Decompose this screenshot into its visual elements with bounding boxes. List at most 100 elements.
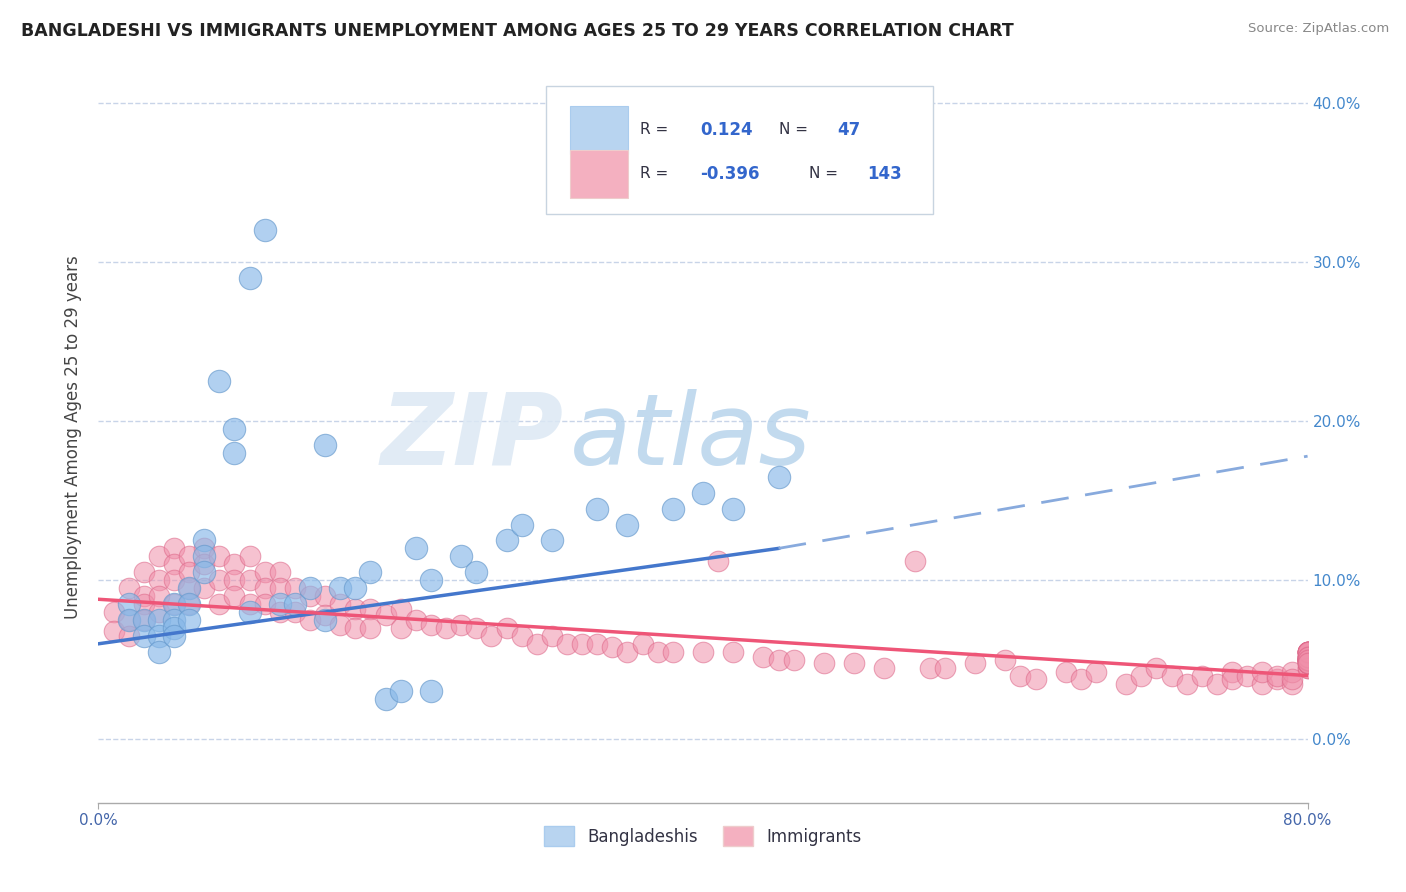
Point	[193, 581, 215, 595]
Point	[1296, 645, 1319, 659]
Point	[1296, 649, 1319, 664]
Point	[616, 645, 638, 659]
Point	[1236, 668, 1258, 682]
Point	[1251, 676, 1274, 690]
Point	[360, 602, 382, 616]
Point	[224, 573, 246, 587]
Point	[844, 656, 866, 670]
Point	[284, 581, 307, 595]
Point	[1296, 649, 1319, 664]
Point	[253, 581, 276, 595]
Point	[193, 566, 215, 580]
Point	[148, 549, 170, 564]
Point	[269, 605, 291, 619]
Point	[239, 573, 262, 587]
Point	[1296, 653, 1319, 667]
Point	[1296, 649, 1319, 664]
Point	[1070, 672, 1092, 686]
Point	[374, 692, 396, 706]
Point	[314, 613, 336, 627]
Point	[224, 558, 246, 572]
Point	[405, 541, 427, 556]
Point	[314, 438, 336, 452]
Point	[813, 656, 835, 670]
Text: ZIP: ZIP	[381, 389, 564, 485]
Text: atlas: atlas	[569, 389, 811, 485]
Point	[1054, 665, 1077, 680]
Point	[1296, 653, 1319, 667]
Point	[1296, 649, 1319, 664]
Point	[1296, 656, 1319, 670]
Point	[1296, 653, 1319, 667]
Point	[132, 613, 155, 627]
Point	[360, 566, 382, 580]
Point	[1296, 649, 1319, 664]
FancyBboxPatch shape	[569, 106, 628, 153]
Point	[450, 549, 472, 564]
Point	[179, 581, 201, 595]
Point	[707, 554, 730, 568]
Point	[329, 597, 352, 611]
Point	[148, 605, 170, 619]
Point	[239, 549, 262, 564]
Point	[179, 613, 201, 627]
Point	[526, 637, 548, 651]
Point	[374, 608, 396, 623]
Point	[163, 629, 186, 643]
Point	[193, 533, 215, 548]
Point	[179, 549, 201, 564]
Point	[661, 645, 683, 659]
Point	[1296, 656, 1319, 670]
Point	[586, 637, 609, 651]
Point	[118, 613, 141, 627]
Point	[661, 501, 683, 516]
Point	[253, 223, 276, 237]
Point	[148, 629, 170, 643]
Point	[1085, 665, 1108, 680]
Point	[269, 581, 291, 595]
Point	[148, 613, 170, 627]
Point	[1296, 653, 1319, 667]
Point	[1251, 665, 1274, 680]
Point	[1296, 656, 1319, 670]
Point	[208, 549, 231, 564]
Point	[224, 422, 246, 436]
Point	[239, 605, 262, 619]
Point	[723, 501, 745, 516]
Point	[1296, 645, 1319, 659]
Text: -0.396: -0.396	[700, 165, 761, 183]
Point	[934, 660, 956, 674]
Point	[616, 517, 638, 532]
Point	[1130, 668, 1153, 682]
Point	[239, 597, 262, 611]
Point	[344, 602, 367, 616]
Point	[179, 581, 201, 595]
Point	[148, 589, 170, 603]
Point	[1267, 672, 1289, 686]
Point	[1220, 665, 1243, 680]
Point	[1160, 668, 1182, 682]
Point	[284, 605, 307, 619]
Point	[571, 637, 593, 651]
Point	[329, 617, 352, 632]
Point	[389, 602, 412, 616]
Point	[465, 566, 488, 580]
Text: BANGLADESHI VS IMMIGRANTS UNEMPLOYMENT AMONG AGES 25 TO 29 YEARS CORRELATION CHA: BANGLADESHI VS IMMIGRANTS UNEMPLOYMENT A…	[21, 22, 1014, 40]
Point	[1296, 653, 1319, 667]
Point	[1296, 653, 1319, 667]
Point	[1296, 645, 1319, 659]
Point	[495, 533, 517, 548]
Point	[1281, 672, 1303, 686]
Point	[299, 581, 322, 595]
Point	[389, 621, 412, 635]
Point	[450, 617, 472, 632]
Point	[132, 613, 155, 627]
Point	[299, 589, 322, 603]
Point	[344, 621, 367, 635]
Point	[118, 613, 141, 627]
Point	[1296, 645, 1319, 659]
Point	[163, 597, 186, 611]
Point	[540, 629, 562, 643]
Point	[873, 660, 896, 674]
Point	[1296, 649, 1319, 664]
